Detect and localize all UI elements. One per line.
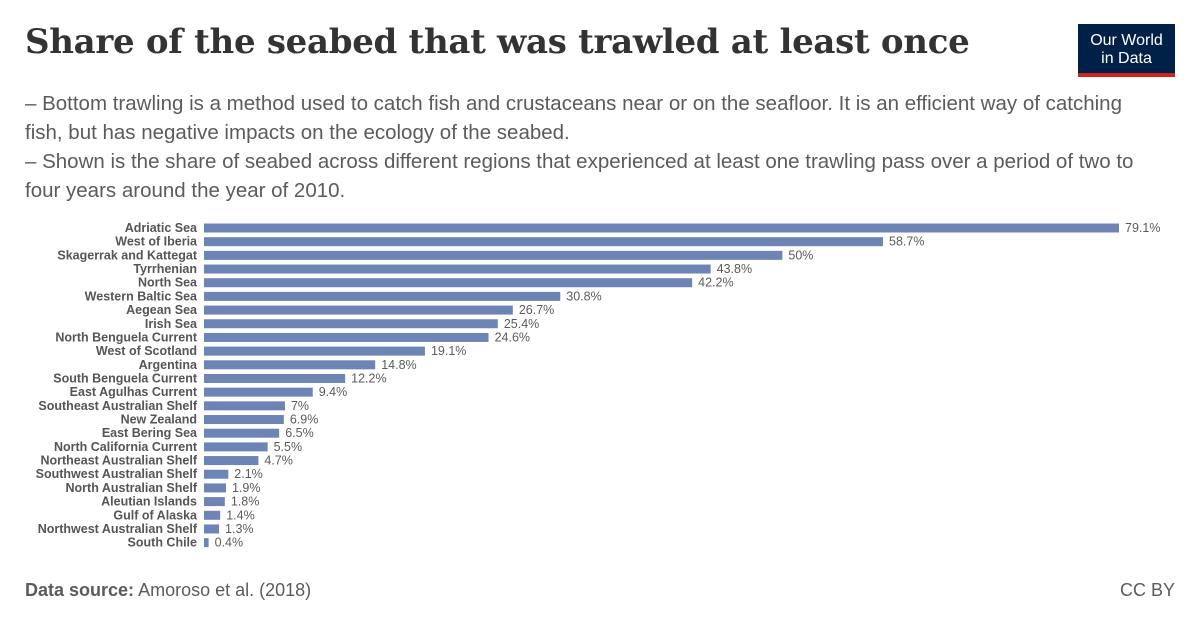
bar[interactable] (204, 237, 884, 247)
value-label: 50% (788, 248, 813, 262)
value-label: 26.7% (519, 303, 554, 317)
category-label: North California Current (54, 440, 198, 454)
category-label: South Benguela Current (53, 371, 198, 385)
value-label: 5.5% (274, 440, 303, 454)
value-label: 79.1% (1125, 221, 1160, 235)
value-label: 24.6% (495, 330, 530, 344)
bar[interactable] (204, 456, 259, 466)
bar[interactable] (204, 469, 229, 479)
value-label: 42.2% (698, 276, 733, 290)
category-label: West of Iberia (115, 235, 198, 249)
owid-logo[interactable]: Our World in Data (1078, 24, 1175, 77)
value-label: 43.8% (717, 262, 752, 276)
bar[interactable] (204, 510, 221, 520)
category-label: Gulf of Alaska (113, 508, 198, 522)
category-label: Skagerrak and Kattegat (57, 248, 197, 262)
bar[interactable] (204, 442, 268, 452)
category-label: Argentina (139, 358, 198, 372)
value-label: 0.4% (215, 536, 244, 550)
bar[interactable] (204, 497, 225, 507)
value-label: 1.3% (225, 522, 254, 536)
bar[interactable] (204, 401, 285, 411)
bar[interactable] (204, 250, 783, 260)
category-label: Tyrrhenian (133, 262, 197, 276)
category-label: South Chile (128, 536, 197, 550)
category-label: East Agulhas Current (70, 385, 198, 399)
category-label: Southeast Australian Shelf (38, 399, 197, 413)
category-label: North Sea (138, 276, 198, 290)
subtitle-line-1: – Bottom trawling is a method used to ca… (25, 92, 1122, 144)
data-source-label: Data source: (25, 580, 135, 600)
category-label: New Zealand (121, 413, 197, 427)
value-label: 12.2% (351, 371, 386, 385)
bar[interactable] (204, 428, 280, 438)
bar[interactable] (204, 538, 209, 548)
chart-subtitle: – Bottom trawling is a method used to ca… (25, 89, 1165, 205)
value-label: 4.7% (264, 454, 293, 468)
bar[interactable] (204, 360, 376, 370)
category-label: Adriatic Sea (125, 221, 198, 235)
value-label: 1.4% (226, 508, 255, 522)
bar[interactable] (204, 387, 313, 397)
category-label: Southwest Australian Shelf (36, 467, 198, 481)
bar[interactable] (204, 373, 346, 383)
value-label: 6.9% (290, 413, 319, 427)
value-label: 2.1% (234, 467, 263, 481)
bar[interactable] (204, 346, 425, 356)
value-label: 1.8% (231, 495, 260, 509)
category-label: Western Baltic Sea (85, 289, 198, 303)
value-label: 6.5% (285, 426, 314, 440)
category-label: Northwest Australian Shelf (38, 522, 198, 536)
logo-line-1: Our World (1090, 32, 1163, 49)
bar[interactable] (204, 415, 284, 425)
subtitle-line-2: – Shown is the share of seabed across di… (25, 150, 1134, 202)
value-label: 25.4% (504, 317, 539, 331)
category-label: Northeast Australian Shelf (40, 454, 197, 468)
bar[interactable] (204, 332, 489, 342)
bar[interactable] (204, 278, 693, 288)
value-label: 1.9% (232, 481, 261, 495)
bar[interactable] (204, 483, 226, 493)
value-label: 19.1% (431, 344, 466, 358)
category-label: Aegean Sea (126, 303, 198, 317)
data-source-link[interactable]: Amoroso et al. (2018) (138, 580, 312, 600)
category-label: North Australian Shelf (66, 481, 198, 495)
value-label: 9.4% (319, 385, 348, 399)
logo-line-2: in Data (1101, 50, 1152, 67)
license-link[interactable]: CC BY (1119, 580, 1175, 600)
category-label: East Bering Sea (102, 426, 198, 440)
data-source: Data source: Amoroso et al. (2018) (25, 580, 311, 601)
value-label: 7% (291, 399, 309, 413)
bar[interactable] (204, 291, 561, 301)
category-label: Aleutian Islands (101, 495, 197, 509)
category-label: West of Scotland (96, 344, 197, 358)
value-label: 14.8% (381, 358, 416, 372)
category-label: Irish Sea (145, 317, 198, 331)
category-label: North Benguela Current (55, 330, 198, 344)
bar[interactable] (204, 305, 513, 315)
bar[interactable] (204, 264, 711, 274)
value-label: 58.7% (889, 235, 924, 249)
bar[interactable] (204, 524, 220, 534)
value-label: 30.8% (566, 289, 601, 303)
chart-title: Share of the seabed that was trawled at … (25, 22, 970, 62)
bar[interactable] (204, 319, 498, 329)
bar-chart: Adriatic Sea 79.1% West of Iberia 58.7% Skag… (36, 221, 1161, 550)
bar[interactable] (204, 223, 1119, 233)
